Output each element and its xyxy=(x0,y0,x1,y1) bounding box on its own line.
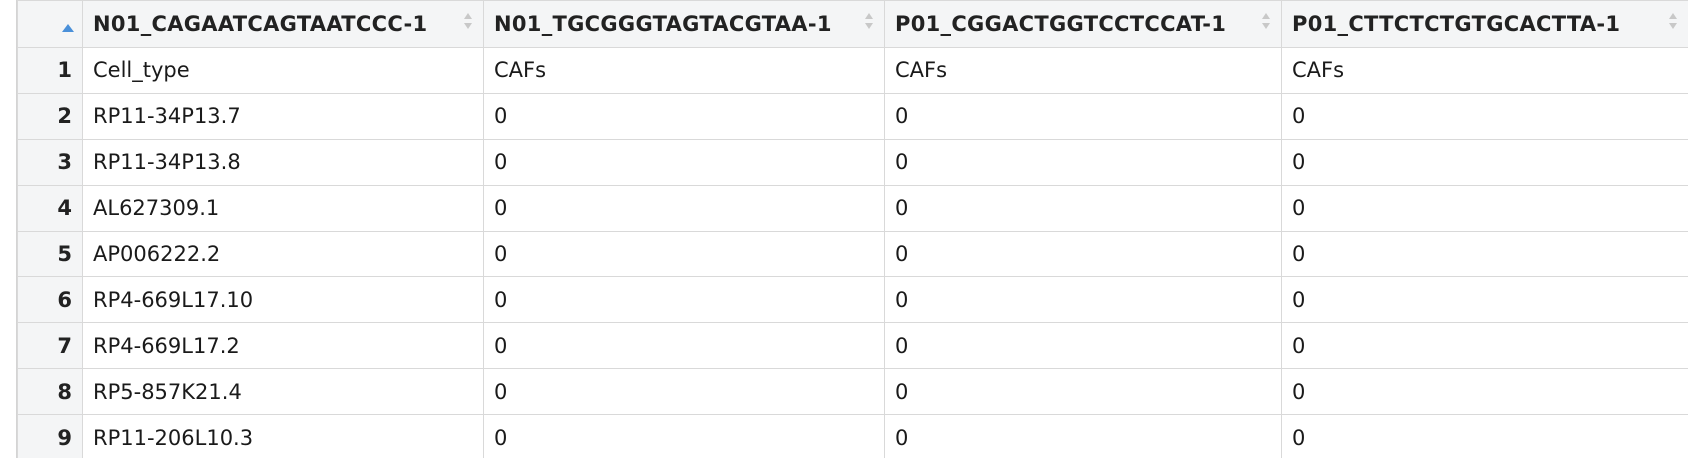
table-row: 3 RP11-34P13.8 0 0 0 xyxy=(17,138,1688,186)
data-table: N01_CAGAATCAGTAATCCC-1 N01_TGCGGGTAGTACG… xyxy=(17,0,1688,458)
row-number: 4 xyxy=(17,184,83,232)
table-cell: 0 xyxy=(884,138,1282,186)
table-cell: 0 xyxy=(1281,276,1688,324)
table-cell: RP4-669L17.10 xyxy=(82,276,484,324)
column-header-label: N01_CAGAATCAGTAATCCC-1 xyxy=(93,12,428,36)
table-cell: 0 xyxy=(1281,322,1688,370)
table-cell: 0 xyxy=(483,368,885,416)
table-cell: 0 xyxy=(483,138,885,186)
table-row: 6 RP4-669L17.10 0 0 0 xyxy=(17,276,1688,324)
row-number: 2 xyxy=(17,92,83,140)
column-header-label: P01_CGGACTGGTCCTCCAT-1 xyxy=(895,12,1227,36)
table-cell: 0 xyxy=(884,414,1282,458)
table-cell: 0 xyxy=(884,322,1282,370)
table-row: 9 RP11-206L10.3 0 0 0 xyxy=(17,414,1688,458)
table-cell: RP11-34P13.7 xyxy=(82,92,484,140)
table-row: 1 Cell_type CAFs CAFs CAFs xyxy=(17,47,1688,94)
sort-updown-icon[interactable] xyxy=(463,11,473,31)
left-gutter xyxy=(0,0,17,458)
table-cell: RP11-34P13.8 xyxy=(82,138,484,186)
table-cell: 0 xyxy=(1281,368,1688,416)
table-cell: 0 xyxy=(483,276,885,324)
table-cell: Cell_type xyxy=(82,47,484,94)
header-row: N01_CAGAATCAGTAATCCC-1 N01_TGCGGGTAGTACG… xyxy=(17,0,1688,48)
row-number: 1 xyxy=(17,47,83,94)
table-row: 4 AL627309.1 0 0 0 xyxy=(17,184,1688,232)
table-cell: 0 xyxy=(483,414,885,458)
row-number: 9 xyxy=(17,414,83,458)
table-cell: 0 xyxy=(483,184,885,232)
table-cell: 0 xyxy=(1281,230,1688,278)
column-header-label: P01_CTTCTCTGTGCACTTA-1 xyxy=(1292,12,1621,36)
row-number: 8 xyxy=(17,368,83,416)
table-row: 5 AP006222.2 0 0 0 xyxy=(17,230,1688,278)
table-row: 8 RP5-857K21.4 0 0 0 xyxy=(17,368,1688,416)
row-number: 3 xyxy=(17,138,83,186)
sort-updown-icon[interactable] xyxy=(1668,11,1678,31)
table-cell: CAFs xyxy=(884,47,1282,94)
table-cell: AL627309.1 xyxy=(82,184,484,232)
table-cell: 0 xyxy=(884,368,1282,416)
table-cell: 0 xyxy=(483,92,885,140)
table-cell: CAFs xyxy=(483,47,885,94)
table-cell: 0 xyxy=(1281,138,1688,186)
table-cell: RP4-669L17.2 xyxy=(82,322,484,370)
column-header-2[interactable]: N01_TGCGGGTAGTACGTAA-1 xyxy=(483,0,885,48)
table-row: 7 RP4-669L17.2 0 0 0 xyxy=(17,322,1688,370)
table-cell: RP11-206L10.3 xyxy=(82,414,484,458)
row-number: 6 xyxy=(17,276,83,324)
table-cell: 0 xyxy=(483,230,885,278)
row-number: 7 xyxy=(17,322,83,370)
table-cell: 0 xyxy=(1281,92,1688,140)
column-header-4[interactable]: P01_CTTCTCTGTGCACTTA-1 xyxy=(1281,0,1688,48)
table-cell: 0 xyxy=(1281,184,1688,232)
column-header-label: N01_TGCGGGTAGTACGTAA-1 xyxy=(494,12,832,36)
table-row: 2 RP11-34P13.7 0 0 0 xyxy=(17,92,1688,140)
table-cell: CAFs xyxy=(1281,47,1688,94)
column-header-3[interactable]: P01_CGGACTGGTCCTCCAT-1 xyxy=(884,0,1282,48)
table-cell: 0 xyxy=(884,184,1282,232)
row-number: 5 xyxy=(17,230,83,278)
table-cell: 0 xyxy=(884,276,1282,324)
table-cell: 0 xyxy=(483,322,885,370)
sort-ascending-icon[interactable] xyxy=(61,14,75,32)
sort-updown-icon[interactable] xyxy=(864,11,874,31)
column-header-1[interactable]: N01_CAGAATCAGTAATCCC-1 xyxy=(82,0,484,48)
column-header-index[interactable] xyxy=(17,0,83,48)
table-cell: RP5-857K21.4 xyxy=(82,368,484,416)
table-cell: AP006222.2 xyxy=(82,230,484,278)
sort-updown-icon[interactable] xyxy=(1261,11,1271,31)
table-cell: 0 xyxy=(884,230,1282,278)
table-cell: 0 xyxy=(1281,414,1688,458)
table-cell: 0 xyxy=(884,92,1282,140)
